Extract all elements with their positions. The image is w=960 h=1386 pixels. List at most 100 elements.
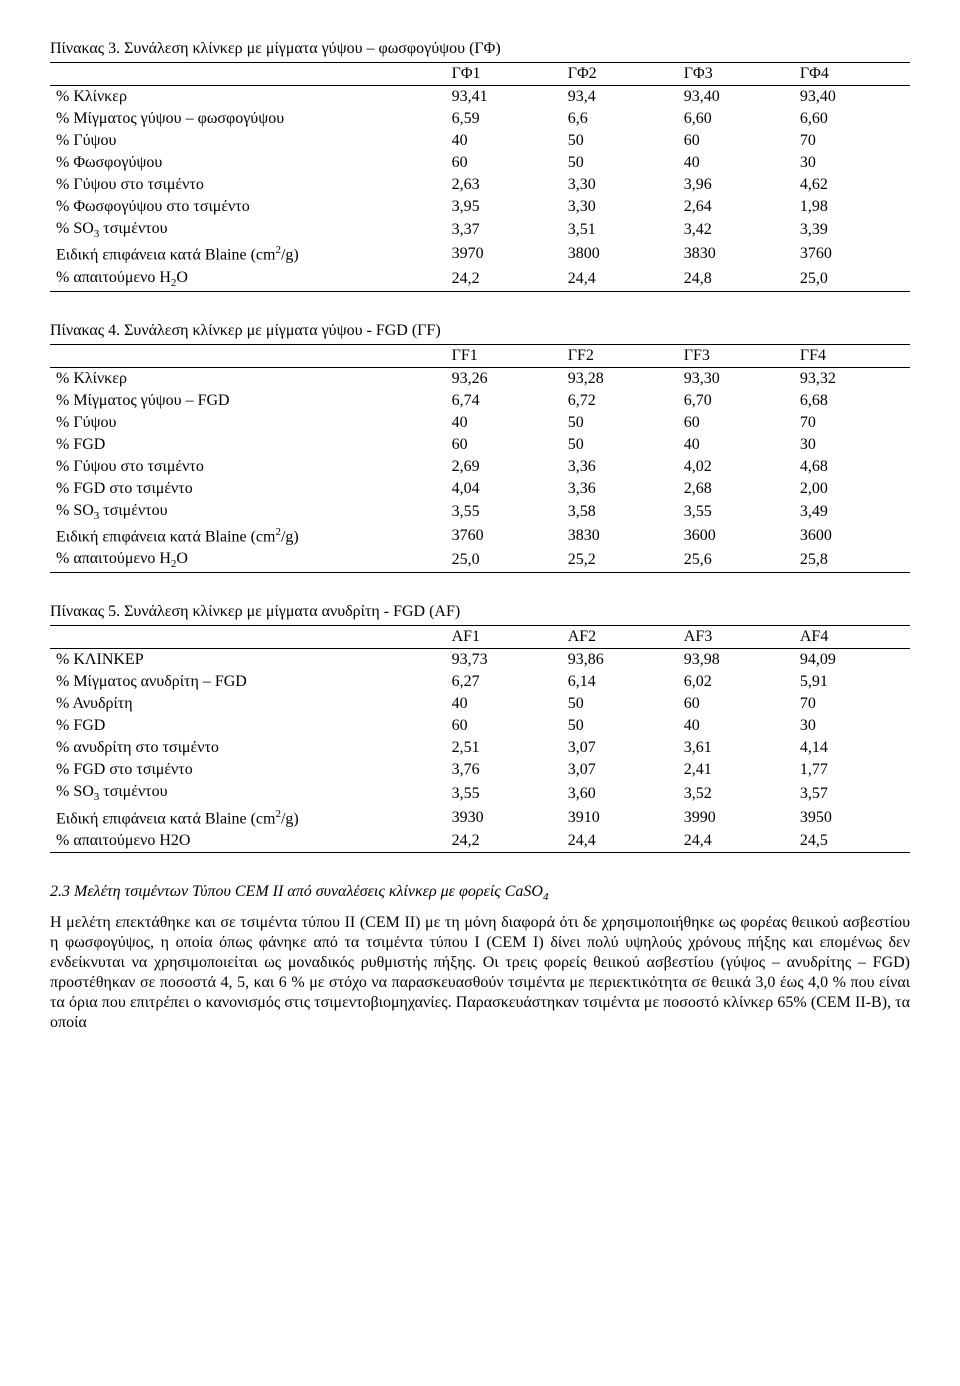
cell-value: 3,58 <box>562 500 678 524</box>
cell-value: 3,49 <box>794 500 910 524</box>
table-row: % Κλίνκερ93,2693,2893,3093,32 <box>50 367 910 390</box>
table5-h4: ΑF4 <box>794 626 910 649</box>
table-row: % Γύψου40506070 <box>50 412 910 434</box>
cell-value: 30 <box>794 434 910 456</box>
cell-value: 6,59 <box>446 108 562 130</box>
table-row: Ειδική επιφάνεια κατά Blaine (cm2/g)3760… <box>50 524 910 548</box>
cell-value: 1,98 <box>794 196 910 218</box>
table-row: % Μίγματος γύψου – FGD6,746,726,706,68 <box>50 390 910 412</box>
cell-value: 70 <box>794 130 910 152</box>
cell-value: 3760 <box>446 524 562 548</box>
cell-value: 60 <box>678 693 794 715</box>
cell-value: 3,39 <box>794 218 910 242</box>
cell-value: 40 <box>678 152 794 174</box>
row-label: Ειδική επιφάνεια κατά Blaine (cm2/g) <box>50 242 446 266</box>
cell-value: 24,2 <box>446 267 562 292</box>
table5: ΑF1 ΑF2 ΑF3 ΑF4 % ΚΛΙΝΚΕΡ93,7393,8693,98… <box>50 625 910 853</box>
cell-value: 3830 <box>678 242 794 266</box>
cell-value: 60 <box>678 130 794 152</box>
cell-value: 60 <box>446 715 562 737</box>
table4-title: Πίνακας 4. Συνάλεση κλίνκερ με μίγματα γ… <box>50 322 910 340</box>
cell-value: 4,14 <box>794 737 910 759</box>
row-label: % Γύψου <box>50 412 446 434</box>
table-row: Ειδική επιφάνεια κατά Blaine (cm2/g)3970… <box>50 242 910 266</box>
table5-h3: ΑF3 <box>678 626 794 649</box>
cell-value: 93,40 <box>678 86 794 109</box>
table-row: % απαιτούμενο H2O25,025,225,625,8 <box>50 548 910 573</box>
cell-value: 94,09 <box>794 649 910 672</box>
table-row: % απαιτούμενο H2O24,224,424,825,0 <box>50 267 910 292</box>
cell-value: 2,64 <box>678 196 794 218</box>
cell-value: 3,76 <box>446 759 562 781</box>
cell-value: 3600 <box>678 524 794 548</box>
cell-value: 93,98 <box>678 649 794 672</box>
cell-value: 50 <box>562 152 678 174</box>
cell-value: 3,60 <box>562 781 678 805</box>
row-label: % Κλίνκερ <box>50 86 446 109</box>
cell-value: 6,68 <box>794 390 910 412</box>
cell-value: 6,60 <box>794 108 910 130</box>
row-label: % απαιτούμενο H2O <box>50 267 446 292</box>
cell-value: 3,52 <box>678 781 794 805</box>
table3-h3: ΓΦ3 <box>678 63 794 86</box>
cell-value: 60 <box>446 152 562 174</box>
cell-value: 24,2 <box>446 830 562 853</box>
cell-value: 3,95 <box>446 196 562 218</box>
cell-value: 6,14 <box>562 671 678 693</box>
cell-value: 2,63 <box>446 174 562 196</box>
cell-value: 3,61 <box>678 737 794 759</box>
cell-value: 4,04 <box>446 478 562 500</box>
row-label: Ειδική επιφάνεια κατά Blaine (cm2/g) <box>50 524 446 548</box>
row-label: % Μίγματος ανυδρίτη – FGD <box>50 671 446 693</box>
cell-value: 24,4 <box>562 830 678 853</box>
cell-value: 6,27 <box>446 671 562 693</box>
cell-value: 4,68 <box>794 456 910 478</box>
cell-value: 1,77 <box>794 759 910 781</box>
table-row: % Φωσφογύψου60504030 <box>50 152 910 174</box>
cell-value: 25,2 <box>562 548 678 573</box>
cell-value: 24,5 <box>794 830 910 853</box>
cell-value: 3,37 <box>446 218 562 242</box>
table3-h1: ΓΦ1 <box>446 63 562 86</box>
table3-h4: ΓΦ4 <box>794 63 910 86</box>
cell-value: 3,55 <box>678 500 794 524</box>
cell-value: 60 <box>446 434 562 456</box>
row-label: % Κλίνκερ <box>50 367 446 390</box>
table3: ΓΦ1 ΓΦ2 ΓΦ3 ΓΦ4 % Κλίνκερ93,4193,493,409… <box>50 62 910 292</box>
cell-value: 3990 <box>678 806 794 830</box>
cell-value: 93,41 <box>446 86 562 109</box>
cell-value: 3910 <box>562 806 678 830</box>
row-label: % SO3 τσιμέντου <box>50 500 446 524</box>
row-label: % ΚΛΙΝΚΕΡ <box>50 649 446 672</box>
cell-value: 3800 <box>562 242 678 266</box>
cell-value: 50 <box>562 130 678 152</box>
cell-value: 93,40 <box>794 86 910 109</box>
table-row: % Μίγματος ανυδρίτη – FGD6,276,146,025,9… <box>50 671 910 693</box>
row-label: % Γύψου στο τσιμέντο <box>50 174 446 196</box>
cell-value: 2,00 <box>794 478 910 500</box>
cell-value: 3,55 <box>446 500 562 524</box>
table4-h4: ΓF4 <box>794 344 910 367</box>
table3-header-row: ΓΦ1 ΓΦ2 ΓΦ3 ΓΦ4 <box>50 63 910 86</box>
cell-value: 30 <box>794 715 910 737</box>
table4: ΓF1 ΓF2 ΓF3 ΓF4 % Κλίνκερ93,2693,2893,30… <box>50 344 910 574</box>
cell-value: 25,0 <box>446 548 562 573</box>
table5-header-row: ΑF1 ΑF2 ΑF3 ΑF4 <box>50 626 910 649</box>
cell-value: 25,6 <box>678 548 794 573</box>
cell-value: 3600 <box>794 524 910 548</box>
cell-value: 93,26 <box>446 367 562 390</box>
cell-value: 6,72 <box>562 390 678 412</box>
cell-value: 3,57 <box>794 781 910 805</box>
table3-h2: ΓΦ2 <box>562 63 678 86</box>
row-label: % Φωσφογύψου <box>50 152 446 174</box>
cell-value: 3830 <box>562 524 678 548</box>
row-label: % απαιτούμενο H2O <box>50 830 446 853</box>
row-label: % ανυδρίτη στο τσιμέντο <box>50 737 446 759</box>
table-row: % FGD60504030 <box>50 434 910 456</box>
cell-value: 93,28 <box>562 367 678 390</box>
row-label: % FGD στο τσιμέντο <box>50 759 446 781</box>
cell-value: 2,51 <box>446 737 562 759</box>
row-label: % Μίγματος γύψου – φωσφογύψου <box>50 108 446 130</box>
cell-value: 40 <box>446 412 562 434</box>
table-row: % Γύψου40506070 <box>50 130 910 152</box>
